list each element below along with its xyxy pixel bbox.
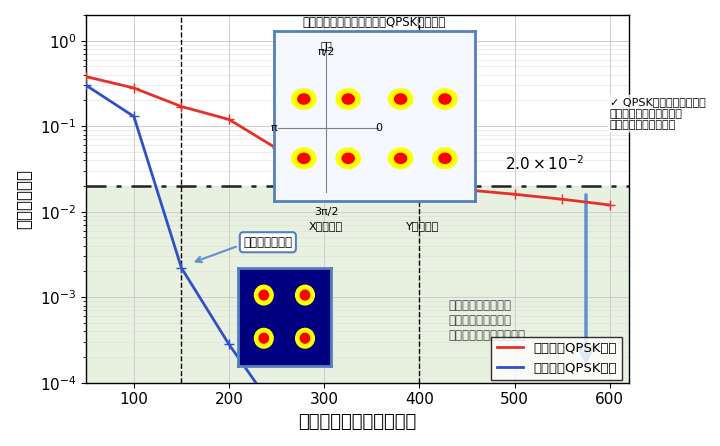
- Circle shape: [259, 290, 269, 300]
- Circle shape: [292, 148, 316, 169]
- X-axis label: 位相回復処理の反復回数: 位相回復処理の反復回数: [298, 413, 417, 431]
- Circle shape: [259, 333, 269, 343]
- Text: ✓ QPSK信号の４つの位相
状態が、両封波ともにき
ちんと回復されている: ✓ QPSK信号の４つの位相 状態が、両封波ともにき ちんと回復されている: [610, 97, 706, 130]
- Circle shape: [254, 328, 273, 348]
- Legend: 封波多重QPSK信号, 単一封波QPSK信号: 封波多重QPSK信号, 単一封波QPSK信号: [491, 337, 622, 380]
- Circle shape: [389, 89, 413, 109]
- Circle shape: [292, 89, 316, 109]
- Text: π/2: π/2: [318, 46, 335, 57]
- Text: $2.0\times 10^{-2}$: $2.0\times 10^{-2}$: [505, 155, 584, 173]
- Text: 単一封波の場合: 単一封波の場合: [243, 236, 292, 249]
- Text: 光通信で許容される
ビット誤り率の範囲
（値が小さいほど良い）: 光通信で許容される ビット誤り率の範囲 （値が小さいほど良い）: [448, 299, 525, 342]
- Bar: [86, 186, 629, 383]
- Circle shape: [298, 153, 310, 163]
- Title: 位相回復された光封波多重QPSK信号の例: 位相回復された光封波多重QPSK信号の例: [303, 16, 446, 29]
- Circle shape: [342, 153, 354, 163]
- Circle shape: [389, 148, 413, 169]
- Circle shape: [254, 285, 273, 305]
- Text: 位相: 位相: [320, 40, 332, 50]
- Circle shape: [300, 290, 310, 300]
- Circle shape: [342, 94, 354, 104]
- Circle shape: [296, 328, 315, 348]
- Circle shape: [336, 148, 360, 169]
- Circle shape: [296, 285, 315, 305]
- Circle shape: [433, 89, 457, 109]
- Circle shape: [395, 153, 407, 163]
- Circle shape: [439, 94, 451, 104]
- Y-axis label: ビット誤り率: ビット誤り率: [15, 169, 33, 229]
- Text: 3π/2: 3π/2: [314, 207, 338, 218]
- Circle shape: [336, 89, 360, 109]
- Circle shape: [395, 94, 407, 104]
- Text: X偏波成分: X偏波成分: [309, 221, 343, 231]
- Circle shape: [298, 94, 310, 104]
- Circle shape: [439, 153, 451, 163]
- Text: Y偏波成分: Y偏波成分: [406, 221, 439, 231]
- Circle shape: [300, 333, 310, 343]
- Text: 0: 0: [375, 123, 382, 133]
- Circle shape: [433, 148, 457, 169]
- Text: π: π: [270, 123, 277, 133]
